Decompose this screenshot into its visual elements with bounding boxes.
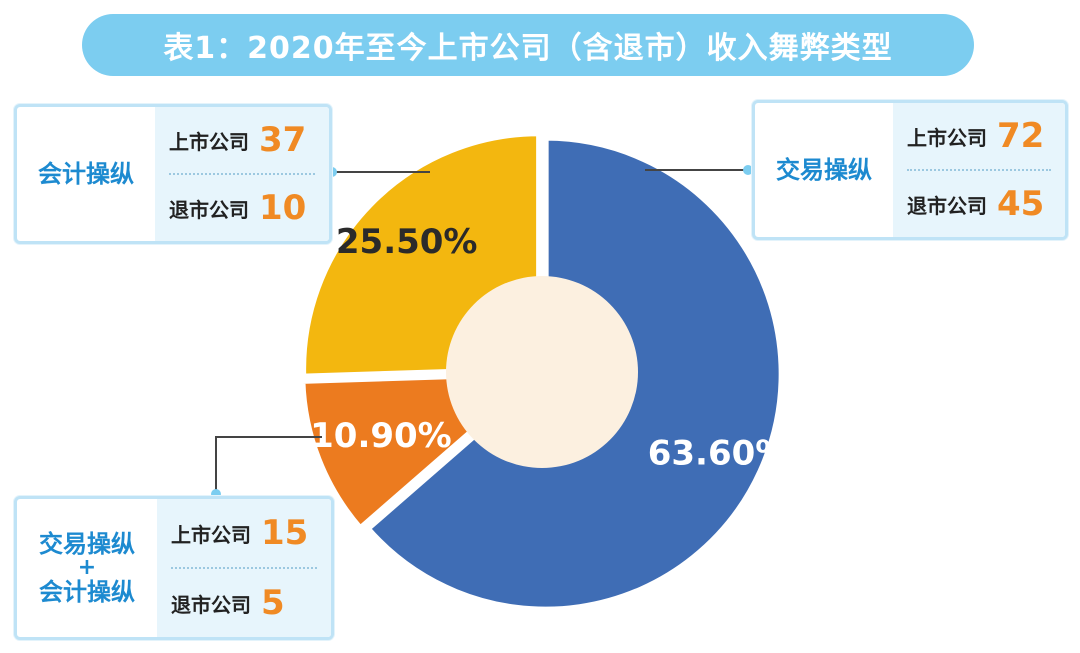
- callout-both-name: 交易操纵 + 会计操纵: [17, 499, 157, 637]
- transaction-delisted-label: 退市公司: [907, 193, 987, 218]
- chart-title-text: 表1：2020年至今上市公司（含退市）收入舞弊类型: [163, 31, 893, 66]
- both-delisted-value: 5: [261, 583, 285, 623]
- callout-both-plus: +: [77, 555, 97, 580]
- both-delisted-label: 退市公司: [171, 592, 251, 617]
- callout-accounting: 会计操纵 上市公司 37 退市公司 10: [14, 104, 332, 244]
- accounting-listed-value: 37: [259, 120, 307, 160]
- accounting-delisted-value: 10: [259, 188, 307, 228]
- slice-label-accounting: 25.50%: [336, 222, 478, 262]
- callout-both-name-line1: 交易操纵: [39, 530, 135, 558]
- leader-dot-transaction: [743, 165, 753, 175]
- donut-center: [446, 276, 638, 468]
- both-listed-value: 15: [261, 513, 309, 553]
- both-listed-label: 上市公司: [171, 522, 251, 547]
- callout-transaction-name: 交易操纵: [776, 156, 872, 184]
- callout-both-name-line2: 会计操纵: [39, 578, 135, 606]
- transaction-listed-label: 上市公司: [907, 125, 987, 150]
- leader-line-both: [215, 436, 322, 494]
- callout-both: 交易操纵 + 会计操纵 上市公司 15 退市公司 5: [14, 496, 334, 640]
- accounting-delisted-label: 退市公司: [169, 197, 249, 222]
- accounting-listed-label: 上市公司: [169, 129, 249, 154]
- transaction-listed-value: 72: [997, 116, 1045, 156]
- callout-accounting-name: 会计操纵: [38, 160, 134, 188]
- slice-label-transaction: 63.60%: [648, 433, 790, 473]
- chart-title: 表1：2020年至今上市公司（含退市）收入舞弊类型: [82, 14, 974, 76]
- slice-label-both: 10.90%: [310, 416, 452, 456]
- callout-transaction: 交易操纵 上市公司 72 退市公司 45: [752, 100, 1068, 240]
- transaction-delisted-value: 45: [997, 184, 1045, 224]
